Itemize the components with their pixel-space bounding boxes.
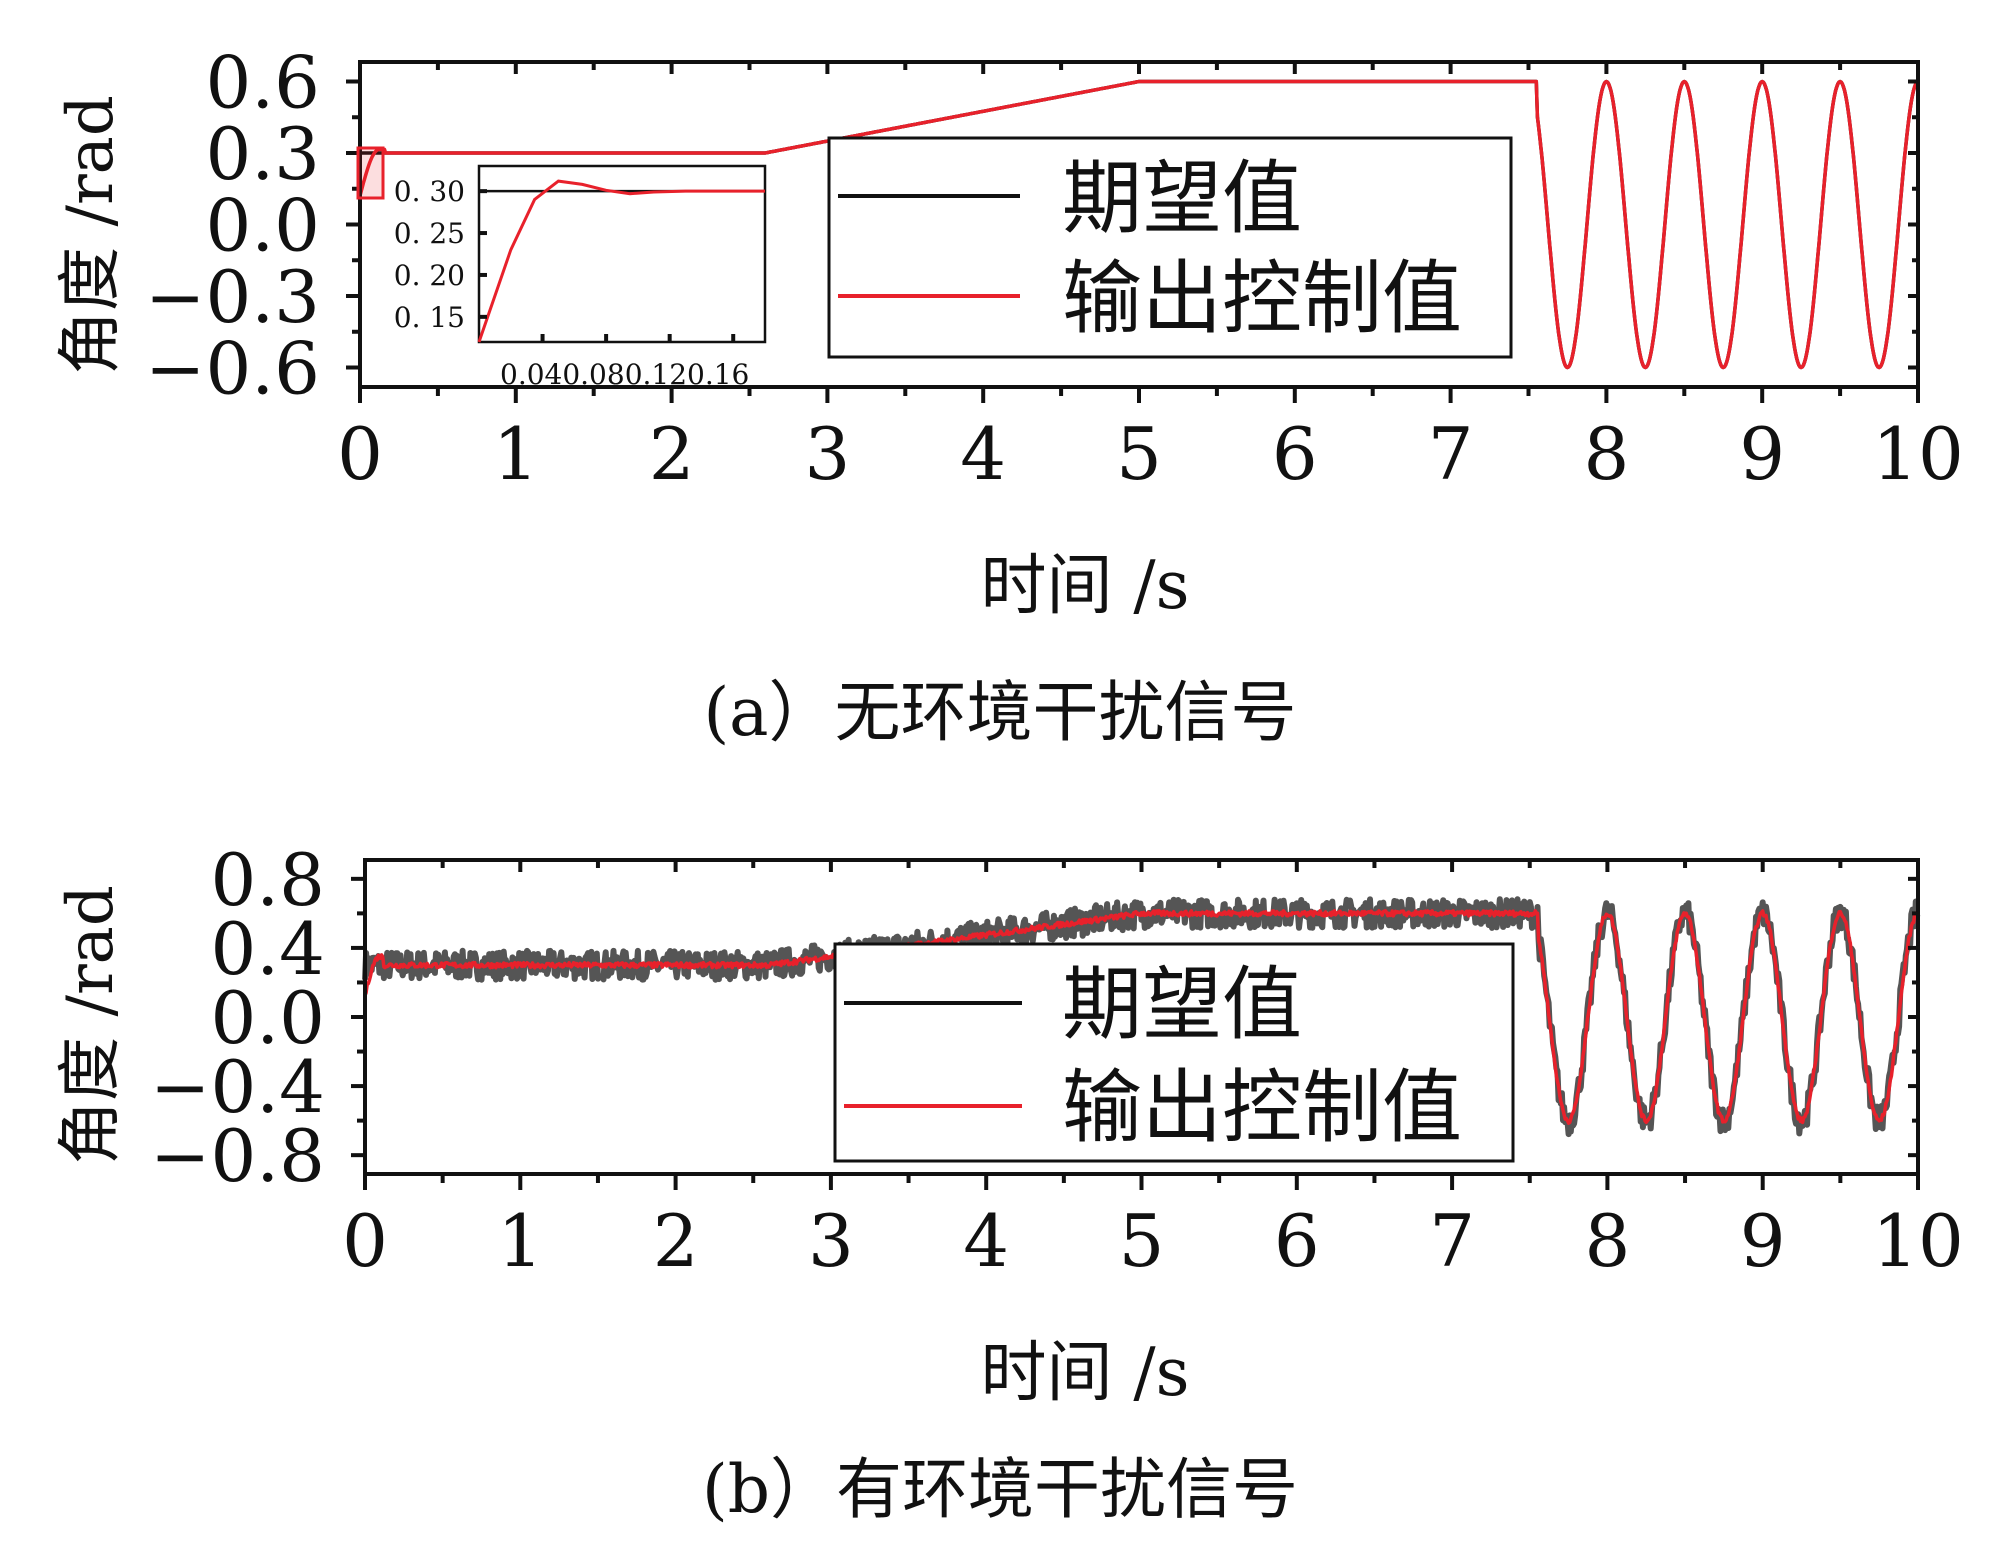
x-tick-label: 8 [1583, 412, 1629, 496]
x-tick-label: 8 [1584, 1199, 1630, 1283]
x-tick-label: 6 [1272, 412, 1318, 496]
panel-a-xtick-labels: 0 1 2 3 4 5 6 7 8 9 10 [337, 412, 1964, 496]
inset-ticks [479, 189, 736, 342]
panel-b-caption: (b）有环境干扰信号 [702, 1451, 1298, 1528]
x-tick-label: 1 [497, 1199, 543, 1283]
panel-a-legend-box [827, 136, 1513, 359]
x-tick-label: 7 [1428, 412, 1474, 496]
inset-xtick-labels: 0.040.080.120.16 [500, 358, 749, 391]
x-tick-label: 4 [960, 412, 1006, 496]
y-tick-label: 0.3 [205, 112, 320, 196]
legend-label-desired: 期望值 [1062, 152, 1302, 245]
panel-a-xlabel: 时间 /s [980, 547, 1189, 624]
panel-a-series [358, 79, 1919, 370]
panel-b-legend-box [833, 942, 1515, 1163]
inset-y-tick-label: 0. 20 [394, 259, 465, 292]
panel-b-series [362, 896, 1921, 1138]
x-tick-label: 10 [1872, 412, 1964, 496]
y-tick-label: 0.0 [210, 976, 325, 1060]
y-tick-label: −0.6 [145, 327, 320, 411]
y-tick-label: −0.3 [145, 255, 320, 339]
inset-y-tick-label: 0. 30 [394, 175, 465, 208]
y-tick-label: 0.6 [205, 41, 320, 125]
panel-b-xlabel: 时间 /s [980, 1334, 1189, 1411]
x-tick-label: 5 [1116, 412, 1162, 496]
panel-b-ylabel: 角度 /rad [54, 885, 128, 1165]
panel-a-legend: 期望值 输出控制值 [827, 136, 1513, 359]
panel-b-xtick-labels: 0 1 2 3 4 5 6 7 8 9 10 [342, 1199, 1964, 1283]
panel-b-series-output [363, 909, 1920, 1125]
x-tick-label: 7 [1429, 1199, 1475, 1283]
panel-a-inset: 0. 15 0. 20 0. 25 0. 30 0.040.080.120.16 [394, 164, 767, 391]
inset-y-tick-label: 0. 25 [394, 217, 465, 250]
x-tick-label: 9 [1740, 1199, 1786, 1283]
panel-b-ytick-labels: −0.8−0.40.00.40.8 [150, 838, 325, 1198]
inset-y-tick-label: 0. 15 [394, 301, 465, 334]
panel-a-ylabel: 角度 /rad [54, 95, 128, 375]
y-tick-label: 0.4 [210, 907, 325, 991]
panel-a-zoom-box [356, 146, 385, 200]
inset-ytick-labels: 0. 15 0. 20 0. 25 0. 30 [394, 175, 465, 334]
legend-label-output: 输出控制值 [1062, 252, 1462, 345]
x-tick-label: 2 [653, 1199, 699, 1283]
x-tick-label: 9 [1739, 412, 1785, 496]
legend-label-desired: 期望值 [1062, 958, 1302, 1051]
x-tick-label: 0 [342, 1199, 388, 1283]
x-tick-label: 6 [1274, 1199, 1320, 1283]
x-tick-label: 2 [649, 412, 695, 496]
x-tick-label: 3 [808, 1199, 854, 1283]
y-tick-label: 0.8 [210, 838, 325, 922]
panel-a: 0 1 2 3 4 5 6 7 8 9 10 −0.6−0.30.00.30.6 角度 /rad 时… [54, 41, 1964, 752]
y-tick-label: 0.0 [205, 184, 320, 268]
panel-b-legend: 期望值 输出控制值 [833, 942, 1515, 1163]
y-tick-label: −0.8 [150, 1114, 325, 1198]
x-tick-label: 1 [493, 412, 539, 496]
panel-a-ticks [346, 62, 1920, 403]
legend-label-output: 输出控制值 [1062, 1061, 1462, 1154]
y-tick-label: −0.4 [150, 1045, 325, 1129]
panel-a-caption: (a）无环境干扰信号 [703, 674, 1296, 751]
panel-b-ticks [351, 860, 1920, 1190]
panel-a-series-output [358, 79, 1919, 370]
x-tick-label: 10 [1872, 1199, 1964, 1283]
inset-series-output [477, 179, 765, 343]
x-tick-label: 3 [804, 412, 850, 496]
inset-frame [477, 164, 767, 344]
x-tick-label: 4 [963, 1199, 1009, 1283]
x-tick-label: 5 [1119, 1199, 1165, 1283]
x-tick-label: 0 [337, 412, 383, 496]
inset-series [477, 179, 765, 343]
panel-b: 0 1 2 3 4 5 6 7 8 9 10 −0.8−0.40.00.40.8 角度 /rad 时… [54, 838, 1964, 1528]
panel-a-ytick-labels: −0.6−0.30.00.30.6 [145, 41, 320, 411]
